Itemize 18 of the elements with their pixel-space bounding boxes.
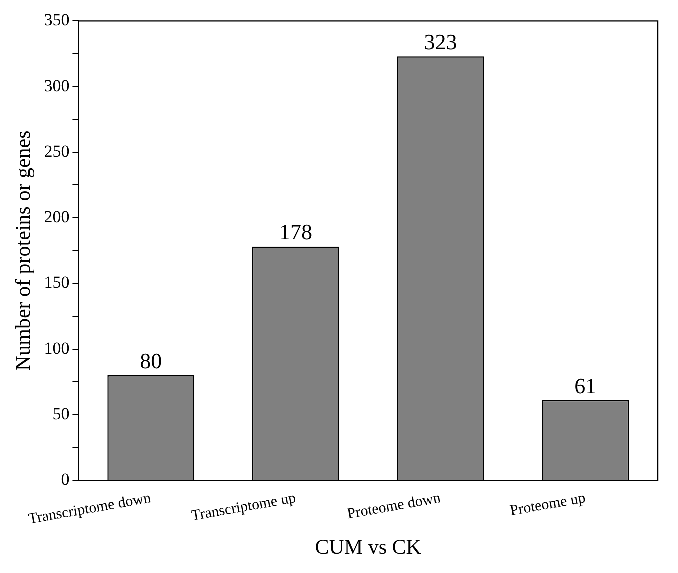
- data-label: 80: [140, 348, 162, 374]
- x-tick-label: Proteome up: [509, 490, 587, 520]
- y-tick-label: 300: [44, 76, 70, 96]
- x-tick-label: Transcriptome up: [190, 490, 298, 525]
- x-tick-label: Transcriptome down: [28, 490, 153, 528]
- x-tick-label: Proteome down: [346, 490, 443, 523]
- data-label: 61: [574, 373, 597, 398]
- y-tick-label: 250: [44, 142, 70, 161]
- y-tick-label: 350: [44, 10, 70, 30]
- x-axis-title: CUM vs CK: [315, 534, 422, 559]
- y-tick-label: 50: [52, 404, 70, 424]
- data-label: 178: [279, 220, 312, 245]
- y-tick-label: 150: [44, 273, 70, 292]
- y-tick-label: 0: [61, 470, 70, 490]
- data-label: 323: [424, 29, 458, 54]
- y-tick-label: 100: [44, 338, 70, 358]
- y-tick-label: 200: [44, 208, 70, 227]
- y-axis-title: Number of proteins or genes: [11, 130, 36, 372]
